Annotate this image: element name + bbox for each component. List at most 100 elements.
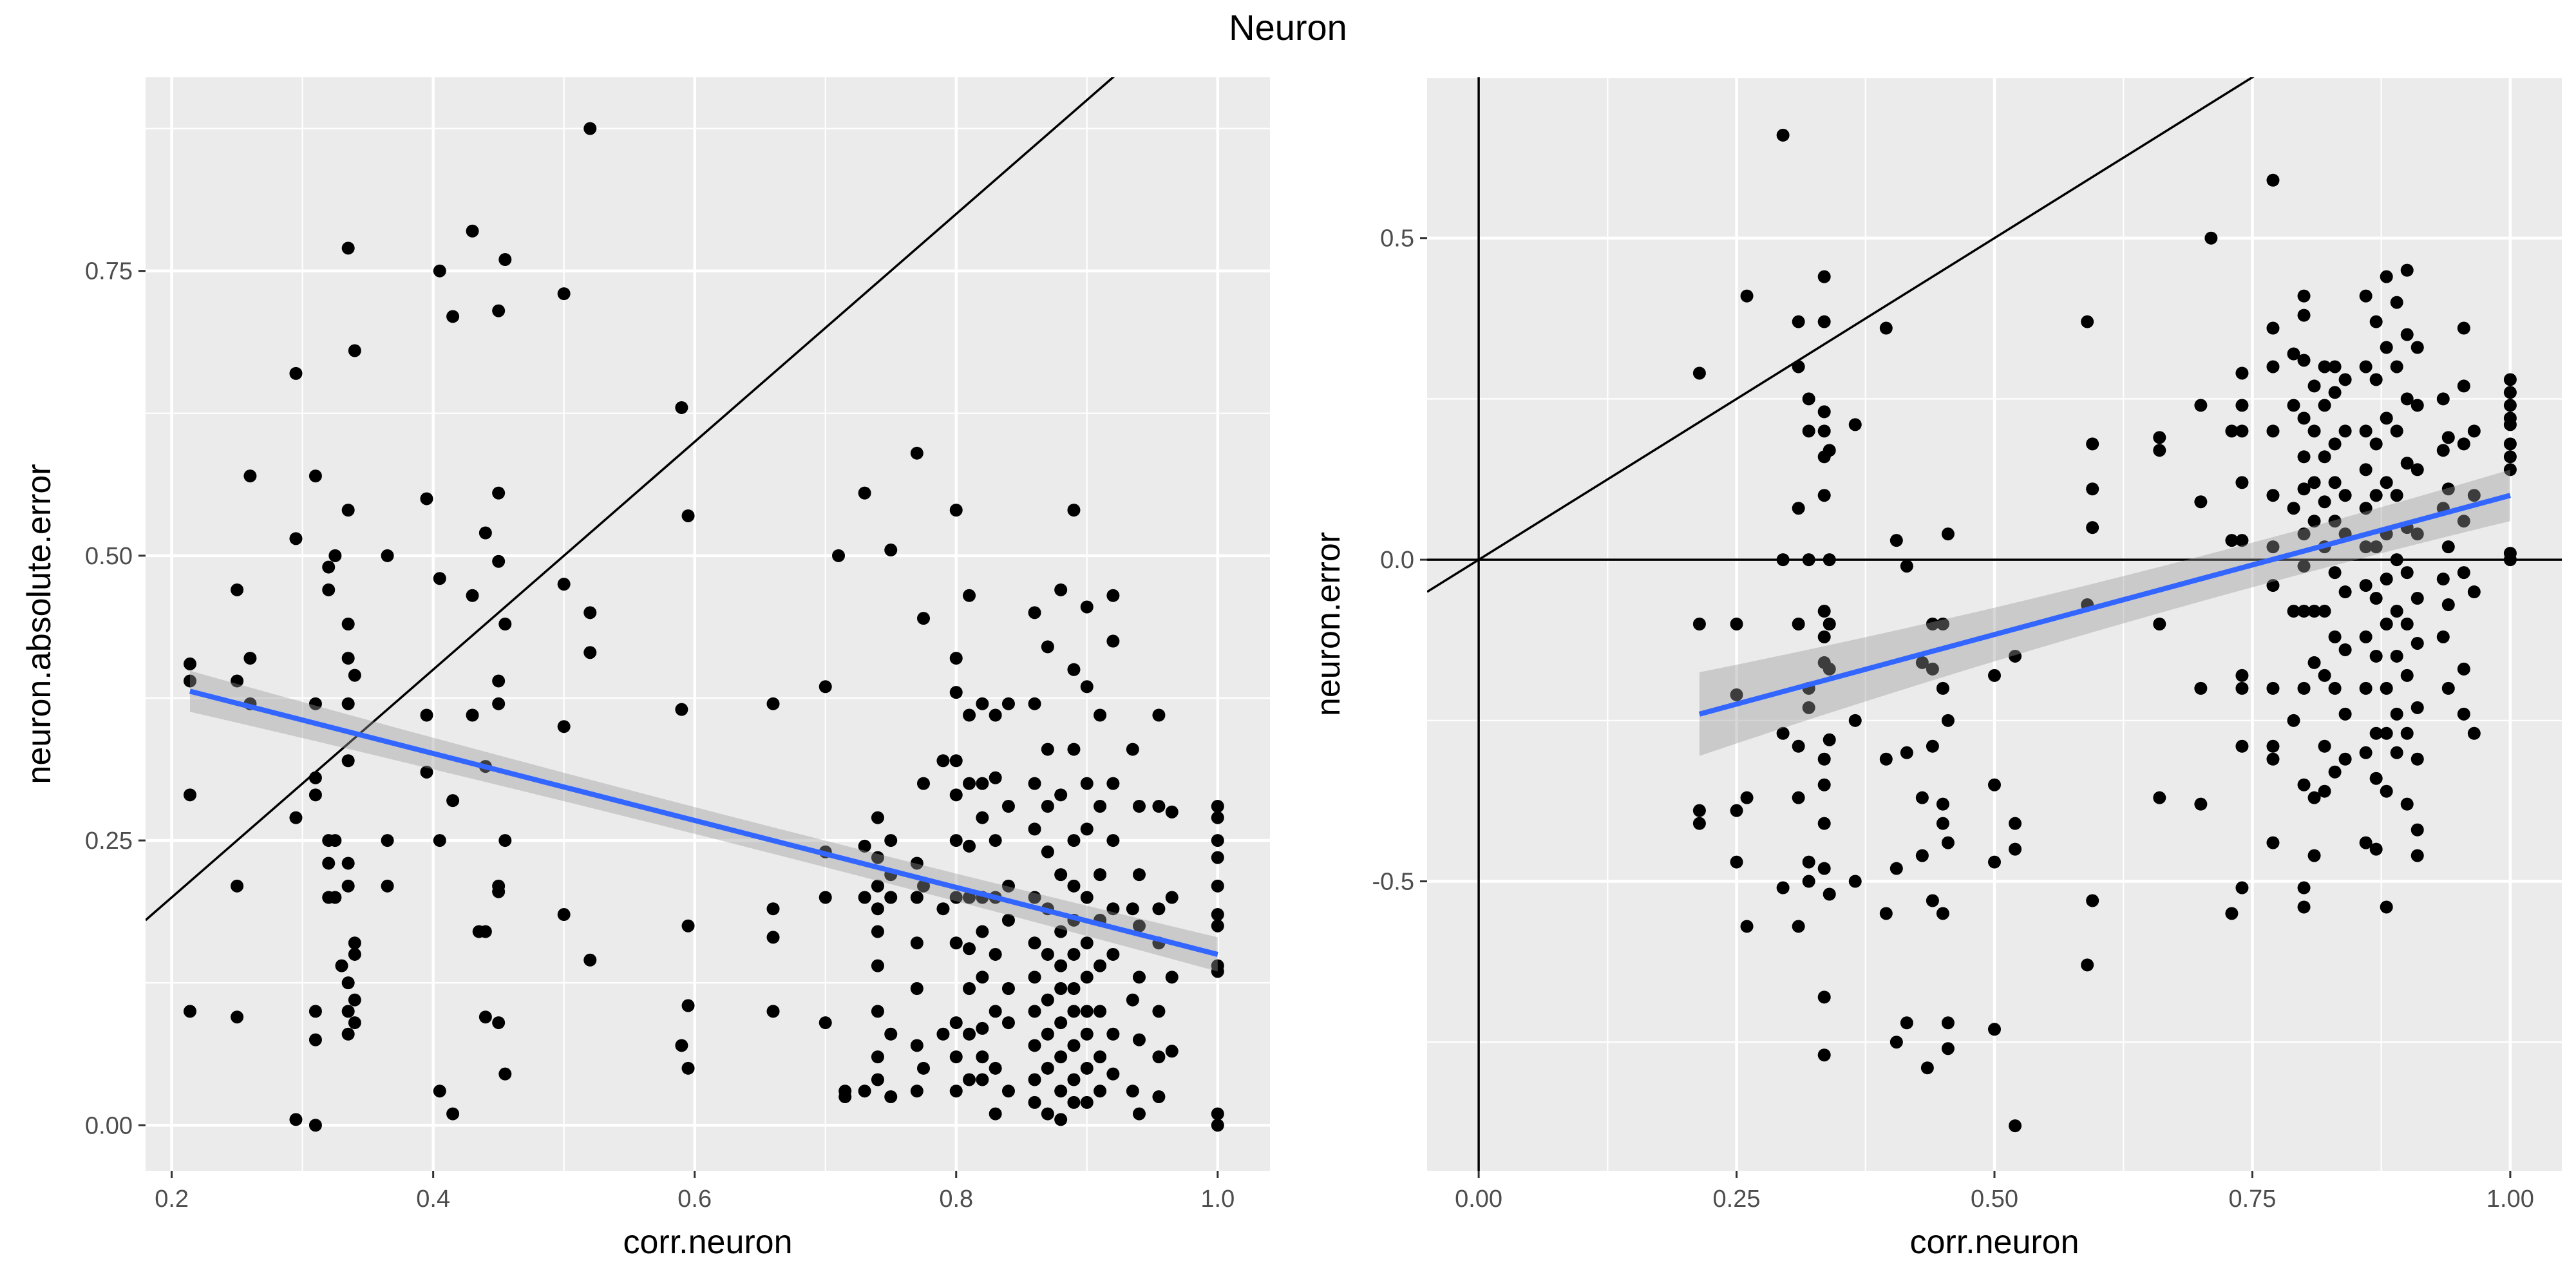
data-point <box>1926 662 1939 676</box>
data-point <box>1028 606 1041 620</box>
data-point <box>557 720 571 734</box>
data-point <box>910 857 923 870</box>
data-point <box>1106 902 1120 916</box>
x-axis-title: corr.neuron <box>1909 1224 2079 1261</box>
data-point <box>949 504 963 517</box>
data-point <box>1041 993 1054 1007</box>
data-point <box>2436 444 2450 457</box>
data-point <box>989 771 1002 784</box>
data-point <box>2359 630 2372 643</box>
data-point <box>2359 502 2372 515</box>
data-point <box>1001 1016 1015 1030</box>
data-point <box>1817 405 1831 419</box>
data-point <box>1054 1113 1068 1126</box>
data-point <box>308 697 322 710</box>
data-point <box>2266 739 2280 753</box>
data-point <box>243 652 257 665</box>
x-axis-title: corr.neuron <box>623 1224 792 1261</box>
data-point <box>2328 566 2342 580</box>
data-point <box>1988 855 2001 869</box>
data-point <box>2153 791 2166 804</box>
data-point <box>2318 605 2331 618</box>
data-point <box>2153 618 2166 630</box>
data-point <box>1001 800 1015 813</box>
data-point <box>1802 553 1815 567</box>
data-point <box>989 1005 1002 1018</box>
data-point <box>910 446 923 460</box>
data-point <box>976 971 989 984</box>
data-point <box>341 1005 355 1018</box>
data-point <box>478 1010 492 1024</box>
data-point <box>1054 1016 1068 1030</box>
data-point <box>308 771 322 784</box>
data-point <box>184 788 197 802</box>
data-point <box>1080 1027 1094 1041</box>
data-point <box>2297 900 2311 914</box>
data-point <box>1817 605 1831 618</box>
data-point <box>1067 1095 1081 1109</box>
data-point <box>2287 399 2300 412</box>
data-point <box>2194 797 2208 811</box>
data-point <box>2328 360 2342 374</box>
data-point <box>2380 573 2393 586</box>
data-point <box>1740 289 1754 303</box>
data-point <box>2369 772 2383 785</box>
data-point <box>1001 1084 1015 1098</box>
data-point <box>2009 649 2022 663</box>
data-point <box>832 549 846 562</box>
data-point <box>2235 424 2249 438</box>
data-point <box>2235 476 2249 489</box>
data-point <box>1132 1033 1146 1046</box>
data-point <box>1211 908 1224 922</box>
data-point <box>2086 894 2099 907</box>
data-point <box>916 879 930 893</box>
data-point <box>1094 959 1107 972</box>
data-point <box>1776 881 1790 895</box>
data-point <box>1165 805 1179 819</box>
data-point <box>341 652 355 665</box>
data-point <box>1988 1023 2001 1036</box>
data-point <box>1152 1090 1166 1104</box>
data-point <box>916 1061 930 1075</box>
data-point <box>884 544 898 557</box>
y-tick-label: 0.5 <box>1380 225 1414 252</box>
data-point <box>1936 681 1949 695</box>
data-point <box>1067 879 1081 893</box>
data-point <box>2266 173 2280 187</box>
data-point <box>871 959 884 972</box>
data-point <box>1817 424 1831 438</box>
data-point <box>2307 379 2321 393</box>
data-point <box>1792 618 1805 630</box>
data-point <box>1740 920 1754 933</box>
data-point <box>1132 868 1146 882</box>
data-point <box>2235 739 2249 753</box>
data-point <box>871 1073 884 1086</box>
data-point <box>963 589 976 602</box>
data-point <box>2009 1119 2022 1133</box>
data-point <box>1817 990 1831 1004</box>
data-point <box>1106 777 1120 790</box>
data-point <box>1802 855 1815 869</box>
data-point <box>2390 605 2403 618</box>
x-tick-label: 0.2 <box>155 1186 189 1213</box>
data-point <box>1080 822 1094 836</box>
data-point <box>2503 418 2517 431</box>
data-point <box>433 834 446 848</box>
data-point <box>1041 1061 1054 1075</box>
data-point <box>466 224 479 238</box>
data-point <box>2266 752 2280 766</box>
data-point <box>858 486 871 500</box>
data-point <box>1730 804 1743 817</box>
data-point <box>1054 959 1068 972</box>
data-point <box>420 765 433 779</box>
data-point <box>2194 399 2208 412</box>
data-point <box>681 1061 695 1075</box>
data-point <box>2369 842 2383 856</box>
data-point <box>2086 521 2099 535</box>
data-point <box>963 982 976 995</box>
data-point <box>2400 328 2414 341</box>
data-point <box>1054 982 1068 995</box>
data-point <box>231 1010 244 1024</box>
data-point <box>2390 424 2403 438</box>
data-point <box>1823 887 1836 901</box>
